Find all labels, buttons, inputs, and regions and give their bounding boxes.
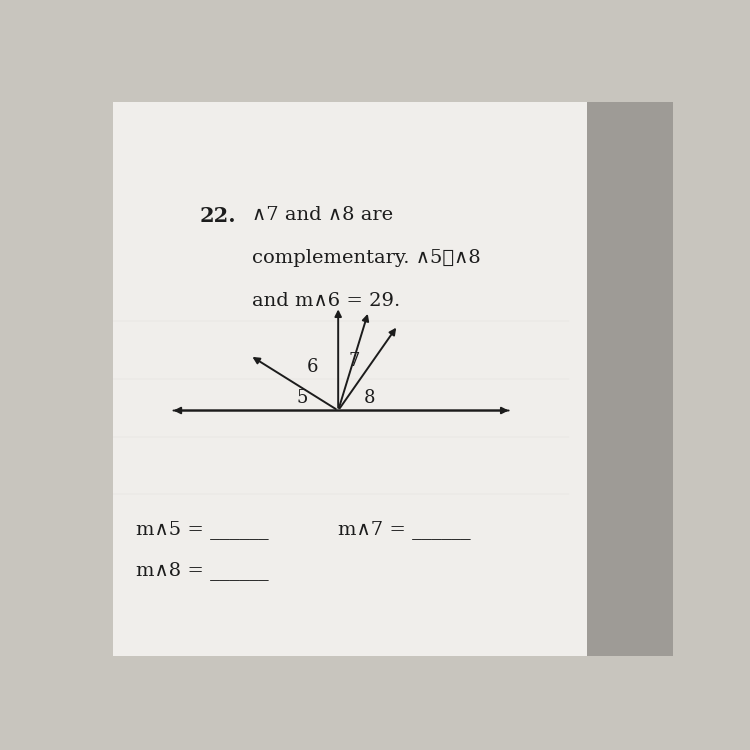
- FancyBboxPatch shape: [113, 101, 586, 656]
- Text: and m∧6 = 29.: and m∧6 = 29.: [251, 292, 400, 310]
- Text: 6: 6: [307, 358, 318, 376]
- Text: m∧8 = ______: m∧8 = ______: [136, 561, 268, 580]
- Text: 8: 8: [364, 388, 376, 406]
- Text: ∧7 and ∧8 are: ∧7 and ∧8 are: [251, 206, 393, 224]
- Text: 7: 7: [349, 352, 360, 370]
- Text: m∧5 = ______: m∧5 = ______: [136, 520, 268, 539]
- Text: m∧7 = ______: m∧7 = ______: [338, 520, 471, 539]
- FancyBboxPatch shape: [569, 101, 685, 656]
- Text: 5: 5: [297, 388, 308, 406]
- Text: complementary. ∧5≅∧8: complementary. ∧5≅∧8: [251, 249, 480, 267]
- Text: 22.: 22.: [200, 206, 236, 226]
